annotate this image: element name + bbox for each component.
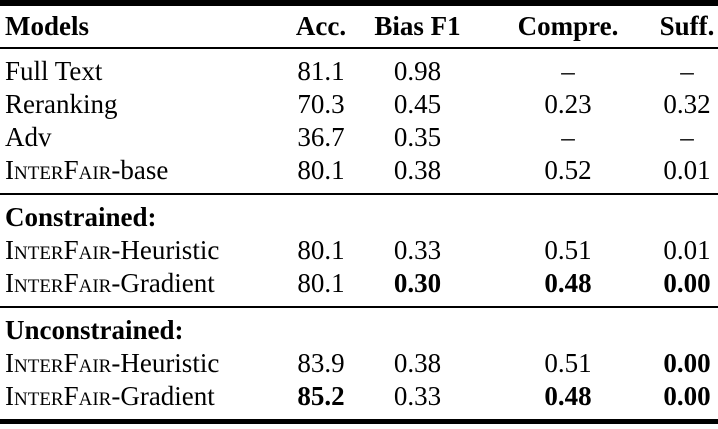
value-cell-suff: 0.01 [663, 235, 711, 265]
model-name-cell: InterFair-Gradient [0, 267, 287, 307]
table-group-1: Constrained: InterFair-Heuristic 80.1 0.33 0… [0, 194, 718, 307]
model-name-cell: Full Text [0, 48, 287, 88]
table-row: InterFair-Gradient 85.2 0.33 0.48 0.00 [0, 380, 718, 422]
value-cell-compre: 0.52 [544, 155, 592, 185]
column-header-bias-f1: Bias F1 [355, 3, 480, 49]
section-heading: Constrained: [5, 202, 157, 232]
value-cell-acc: 36.7 [297, 122, 345, 152]
table-row: InterFair-Heuristic 80.1 0.33 0.51 0.01 [0, 234, 718, 267]
value-cell-bias-f1: 0.35 [393, 122, 442, 152]
model-name-text: -Heuristic [111, 235, 220, 265]
table-group-2: Unconstrained: InterFair-Heuristic 83.9 0.3… [0, 307, 718, 422]
table-row: InterFair-Gradient 80.1 0.30 0.48 0.00 [0, 267, 718, 307]
model-name-smallcaps: InterFair [5, 381, 112, 411]
model-name-text: -Gradient [111, 268, 215, 298]
model-name-smallcaps: InterFair [5, 268, 112, 298]
table-row: InterFair-Heuristic 83.9 0.38 0.51 0.00 [0, 347, 718, 380]
column-header-compre: Compre. [480, 3, 656, 49]
value-cell-suff: 0.00 [663, 348, 711, 378]
model-name-cell: InterFair-base [0, 154, 287, 194]
table-header: Models Acc. Bias F1 Compre. Suff. [0, 3, 718, 49]
table-row: InterFair-base 80.1 0.38 0.52 0.01 [0, 154, 718, 194]
value-cell-suff: – [680, 56, 694, 86]
model-name-smallcaps: InterFair [5, 235, 112, 265]
table-group-0: Full Text 81.1 0.98 – – Reranking 70.3 0.45 0.23… [0, 48, 718, 194]
value-cell-acc: 80.1 [297, 155, 345, 185]
value-cell-bias-f1: 0.38 [393, 155, 442, 185]
model-name-text: -Heuristic [111, 348, 220, 378]
value-cell-bias-f1: 0.30 [393, 268, 442, 298]
section-heading-row: Unconstrained: [0, 307, 718, 347]
value-cell-bias-f1: 0.45 [393, 89, 442, 119]
value-cell-acc: 81.1 [297, 56, 345, 86]
column-header-models: Models [0, 3, 287, 49]
section-heading: Unconstrained: [5, 315, 184, 345]
value-cell-suff: 0.01 [663, 155, 711, 185]
model-name-cell: Adv [0, 121, 287, 154]
value-cell-suff: 0.00 [663, 381, 711, 411]
value-cell-compre: 0.48 [544, 381, 592, 411]
model-name-cell: Reranking [0, 88, 287, 121]
value-cell-compre: 0.51 [544, 235, 592, 265]
value-cell-compre: – [561, 56, 575, 86]
value-cell-bias-f1: 0.38 [393, 348, 442, 378]
table-row: Reranking 70.3 0.45 0.23 0.32 [0, 88, 718, 121]
model-name-smallcaps: InterFair [5, 348, 112, 378]
value-cell-compre: 0.51 [544, 348, 592, 378]
table-row: Full Text 81.1 0.98 – – [0, 48, 718, 88]
model-name-text: Full Text [5, 56, 103, 86]
value-cell-acc: 83.9 [297, 348, 345, 378]
model-name-smallcaps: InterFair [5, 155, 112, 185]
value-cell-suff: – [680, 122, 694, 152]
value-cell-compre: 0.23 [544, 89, 592, 119]
header-row: Models Acc. Bias F1 Compre. Suff. [0, 3, 718, 49]
section-heading-row: Constrained: [0, 194, 718, 234]
value-cell-bias-f1: 0.98 [393, 56, 442, 86]
value-cell-suff: 0.32 [663, 89, 711, 119]
column-header-suff: Suff. [656, 3, 718, 49]
value-cell-compre: – [561, 122, 575, 152]
value-cell-suff: 0.00 [663, 268, 711, 298]
model-name-text: Reranking [5, 89, 118, 119]
model-name-text: Adv [5, 122, 52, 152]
model-name-cell: InterFair-Heuristic [0, 347, 287, 380]
model-name-cell: InterFair-Heuristic [0, 234, 287, 267]
value-cell-acc: 80.1 [297, 268, 345, 298]
value-cell-acc: 80.1 [297, 235, 345, 265]
value-cell-bias-f1: 0.33 [393, 381, 442, 411]
value-cell-bias-f1: 0.33 [393, 235, 442, 265]
table-row: Adv 36.7 0.35 – – [0, 121, 718, 154]
model-name-text: -Gradient [111, 381, 215, 411]
value-cell-compre: 0.48 [544, 268, 592, 298]
model-name-cell: InterFair-Gradient [0, 380, 287, 422]
value-cell-acc: 70.3 [297, 89, 345, 119]
column-header-acc: Acc. [287, 3, 355, 49]
value-cell-acc: 85.2 [297, 381, 345, 411]
model-name-text: -base [111, 155, 169, 185]
